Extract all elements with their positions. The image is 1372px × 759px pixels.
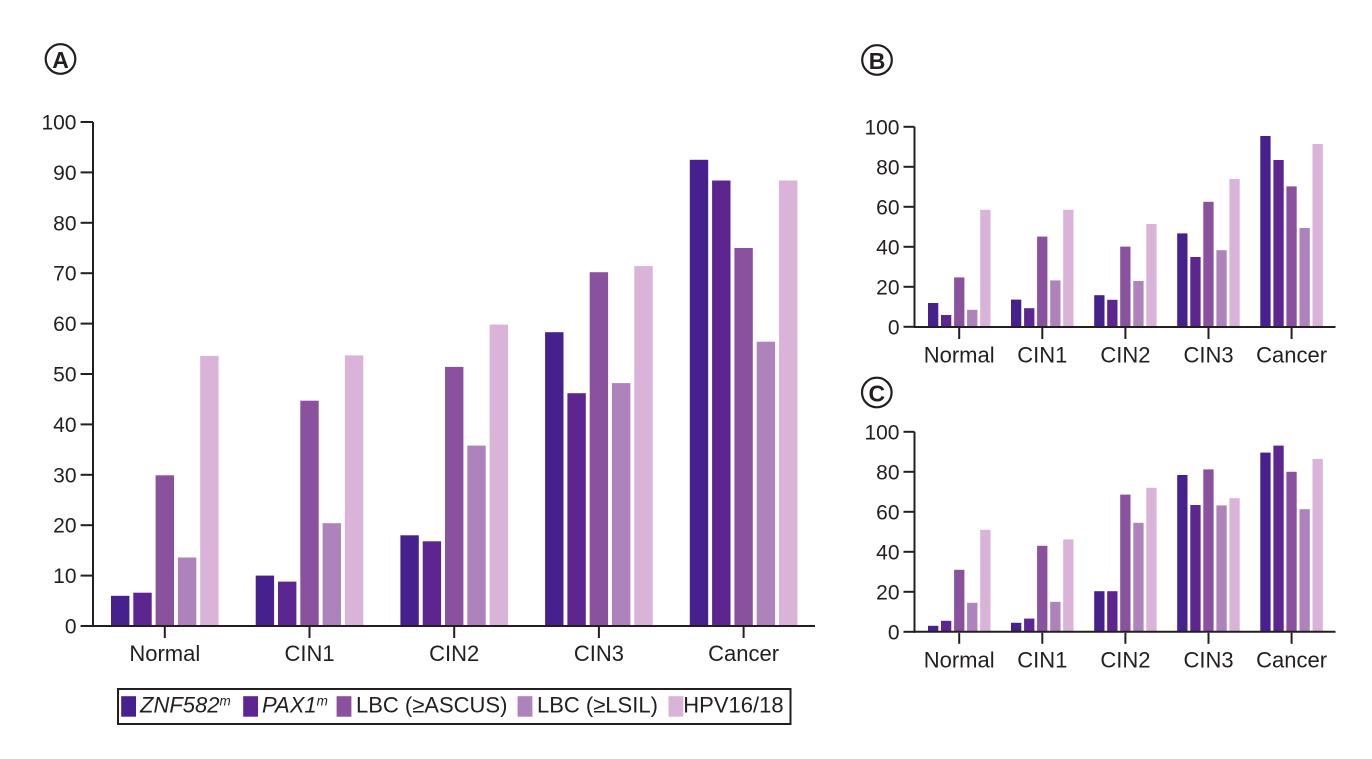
- svg-text:Normal: Normal: [924, 648, 995, 673]
- svg-text:A: A: [52, 47, 69, 73]
- svg-text:60: 60: [876, 501, 899, 524]
- svg-text:PAX1m: PAX1m: [262, 693, 328, 718]
- svg-text:Cancer: Cancer: [1256, 648, 1327, 673]
- svg-text:LBC (≥LSIL): LBC (≥LSIL): [537, 693, 658, 718]
- svg-text:40: 40: [876, 541, 899, 564]
- svg-text:CIN2: CIN2: [429, 641, 479, 666]
- svg-text:CIN3: CIN3: [574, 641, 624, 666]
- svg-text:100: 100: [41, 112, 76, 135]
- svg-text:50: 50: [53, 364, 76, 387]
- svg-text:10: 10: [53, 565, 76, 588]
- svg-text:CIN1: CIN1: [1017, 648, 1067, 673]
- svg-text:Cancer: Cancer: [708, 641, 779, 666]
- svg-text:20: 20: [876, 581, 899, 604]
- svg-text:20: 20: [876, 276, 899, 299]
- svg-text:CIN3: CIN3: [1183, 343, 1233, 368]
- svg-text:0: 0: [888, 621, 900, 644]
- svg-text:Normal: Normal: [129, 641, 200, 666]
- svg-text:LBC (≥ASCUS): LBC (≥ASCUS): [356, 693, 507, 718]
- svg-text:40: 40: [876, 236, 899, 259]
- svg-text:CIN2: CIN2: [1100, 343, 1150, 368]
- svg-text:60: 60: [876, 196, 899, 219]
- svg-text:CIN1: CIN1: [1017, 343, 1067, 368]
- svg-text:Cancer: Cancer: [1256, 343, 1327, 368]
- svg-text:CIN3: CIN3: [1183, 648, 1233, 673]
- svg-text:C: C: [868, 380, 885, 406]
- svg-text:20: 20: [53, 515, 76, 538]
- svg-text:40: 40: [53, 414, 76, 437]
- svg-text:90: 90: [53, 162, 76, 185]
- svg-text:30: 30: [53, 464, 76, 487]
- svg-text:Normal: Normal: [924, 343, 995, 368]
- svg-text:60: 60: [53, 313, 76, 336]
- svg-text:80: 80: [876, 461, 899, 484]
- svg-text:CIN2: CIN2: [1100, 648, 1150, 673]
- svg-text:80: 80: [876, 156, 899, 179]
- svg-text:0: 0: [65, 616, 77, 639]
- svg-text:70: 70: [53, 263, 76, 286]
- svg-text:80: 80: [53, 212, 76, 235]
- svg-text:0: 0: [888, 316, 900, 339]
- svg-text:100: 100: [864, 421, 899, 444]
- svg-text:CIN1: CIN1: [284, 641, 334, 666]
- svg-text:B: B: [869, 48, 886, 74]
- svg-text:ZNF582m: ZNF582m: [139, 693, 231, 718]
- svg-text:HPV16/18: HPV16/18: [683, 693, 783, 718]
- svg-text:100: 100: [864, 116, 899, 139]
